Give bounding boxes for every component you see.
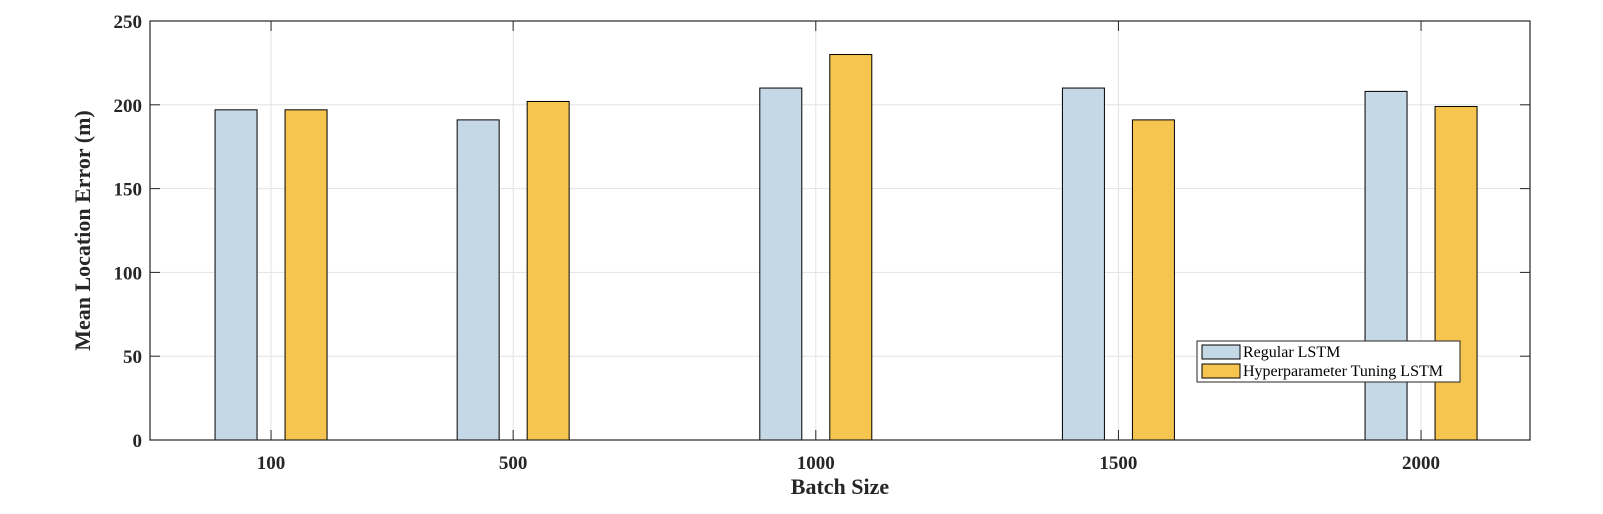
bar-hyperparameter-tuning-lstm-100 [284,109,328,441]
x-tick-label: 1000 [797,453,835,474]
y-tick-label: 250 [114,12,143,33]
y-tick-label: 50 [123,347,142,368]
x-tick-label: 500 [499,453,528,474]
legend-swatch-regular-lstm [1201,344,1241,360]
legend-label-hyperparameter-tuning-lstm: Hyperparameter Tuning LSTM [1243,363,1443,380]
axes-frame [149,20,1531,441]
bars [214,54,1478,441]
x-tick-label: 100 [257,453,286,474]
bar-hyperparameter-tuning-lstm-500 [526,100,570,441]
legend: Regular LSTM Hyperparameter Tuning LSTM [1196,340,1461,383]
x-axis-label: Batch Size [791,474,890,499]
x-tick-labels: 100 500 1000 1500 2000 [257,453,1440,474]
bar-regular-lstm-500 [456,119,500,441]
x-tick-label: 2000 [1402,453,1440,474]
bar-hyperparameter-tuning-lstm-1500 [1131,119,1175,441]
bar-hyperparameter-tuning-lstm-2000 [1434,105,1478,441]
y-tick-label: 200 [114,96,143,117]
y-tick-label: 150 [114,180,143,201]
y-tick-labels: 0 50 100 150 200 250 [114,12,143,452]
y-axis-label: Mean Location Error (m) [70,110,95,351]
y-tick-label: 100 [114,263,143,284]
x-tick-label: 1500 [1099,453,1137,474]
axis-ticks [150,20,1530,441]
legend-box [1196,340,1461,383]
bar-regular-lstm-100 [214,109,258,441]
y-tick-label: 0 [133,431,143,452]
bar-regular-lstm-2000 [1364,90,1408,441]
bar-regular-lstm-1500 [1061,87,1105,441]
bar-regular-lstm-1000 [759,87,803,441]
bar-hyperparameter-tuning-lstm-1000 [829,54,873,441]
legend-label-regular-lstm: Regular LSTM [1243,344,1340,361]
legend-swatch-hyperparameter-tuning-lstm [1201,363,1241,379]
